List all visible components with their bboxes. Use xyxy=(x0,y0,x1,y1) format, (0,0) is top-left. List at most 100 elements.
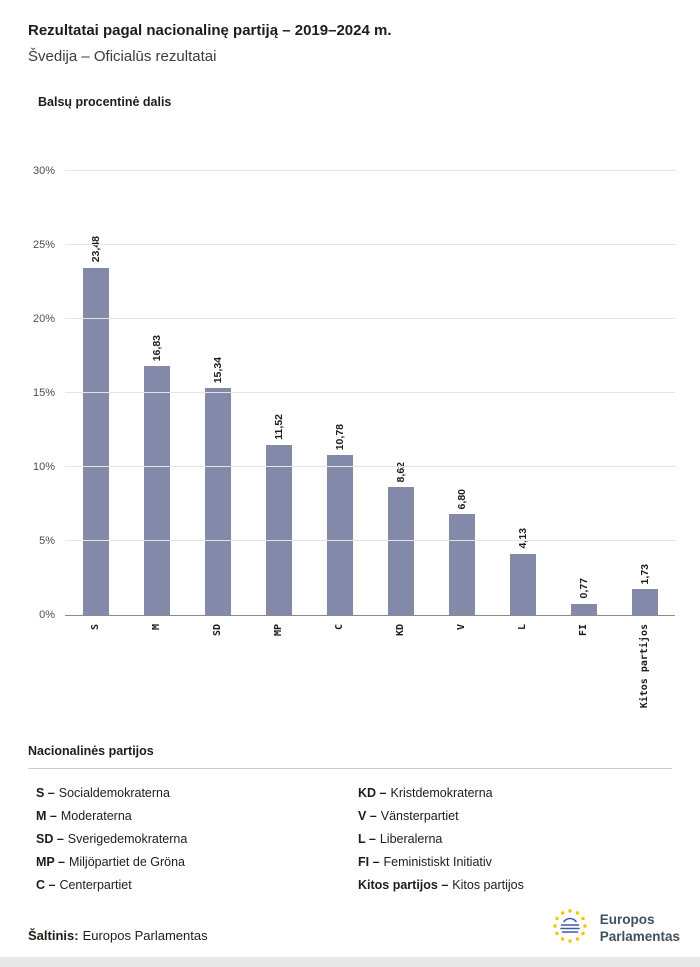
x-tick: SD xyxy=(187,624,248,736)
bar-value-label: 1,73 xyxy=(638,563,651,585)
x-tick-label: V xyxy=(456,624,467,631)
y-tick-label: 15% xyxy=(32,387,55,399)
bar-column: 15,34 xyxy=(187,171,248,615)
gridline xyxy=(65,244,675,245)
bar[interactable] xyxy=(143,365,170,615)
source-line: Šaltinis: Europos Parlamentas xyxy=(28,928,208,943)
bar-value-label: 4,13 xyxy=(516,528,529,549)
y-tick-label: 10% xyxy=(32,461,55,474)
bar[interactable] xyxy=(509,553,536,615)
legend-item: KD – Kristdemokraterna xyxy=(358,782,672,805)
ep-logo-line1: Europos xyxy=(599,912,655,928)
european-parliament-logo: Europos Parlamentas xyxy=(548,906,680,951)
x-tick-label: M xyxy=(151,624,162,631)
source-value: Europos Parlamentas xyxy=(82,928,208,943)
bar-value-label: 16,83 xyxy=(150,334,163,361)
bar[interactable] xyxy=(204,387,231,615)
x-tick: KD xyxy=(370,624,431,736)
gridline xyxy=(65,318,675,320)
legend-abbr: FI – xyxy=(358,855,380,869)
legend-abbr: SD – xyxy=(36,832,64,846)
x-tick: C xyxy=(309,624,370,736)
y-tick-label: 5% xyxy=(39,535,55,548)
bar[interactable] xyxy=(265,444,292,615)
legend-abbr: M – xyxy=(36,809,57,823)
legend-columns: S – Socialdemokraterna M – Moderaterna SD – S… xyxy=(28,782,672,897)
legend-col-1: S – Socialdemokraterna M – Moderaterna SD – S… xyxy=(28,782,350,897)
y-tick-label: 0% xyxy=(39,609,55,621)
bar-column: 4,13 xyxy=(492,171,553,615)
legend-item: V – Vänsterpartiet xyxy=(358,805,672,828)
x-tick-label: FI xyxy=(578,624,589,637)
bar-column: 0,77 xyxy=(553,171,614,615)
legend-name: Centerpartiet xyxy=(59,878,132,892)
x-tick: Kitos partijos xyxy=(614,624,675,736)
x-tick-label: L xyxy=(517,624,528,631)
x-tick-label: KD xyxy=(395,624,406,637)
chart-title: Balsų procentinė dalis xyxy=(38,95,172,109)
bar[interactable] xyxy=(631,589,658,615)
plot-area: 23,48 16,83 15,34 11,52 10,78 8,62 6,80 4,13 0,7… xyxy=(33,165,675,621)
bar[interactable] xyxy=(570,603,597,615)
header: Rezultatai pagal nacionalinę partiją – 2… xyxy=(0,0,700,65)
legend-item: Kitos partijos – Kitos partijos xyxy=(358,874,672,897)
legend-item: L – Liberalerna xyxy=(358,828,672,851)
legend-name: Feministiskt Initiativ xyxy=(383,855,492,869)
legend-divider xyxy=(28,768,672,769)
bar-column: 6,80 xyxy=(431,171,492,615)
bar-column: 23,48 xyxy=(65,171,126,615)
legend-abbr: C – xyxy=(36,878,56,892)
legend-item: MP – Miljöpartiet de Gröna xyxy=(36,851,350,874)
legend-item: FI – Feministiskt Initiativ xyxy=(358,851,672,874)
bar-column: 1,73 xyxy=(614,171,675,615)
bar-column: 11,52 xyxy=(248,171,309,615)
x-tick-label: C xyxy=(334,624,345,631)
y-tick-label: 20% xyxy=(32,313,55,326)
bar-value-label: 11,52 xyxy=(272,413,285,440)
bar-value-label: 0,77 xyxy=(577,578,590,599)
x-tick: V xyxy=(431,624,492,736)
ep-logo-text: Europos Parlamentas xyxy=(600,912,680,944)
legend-name: Vänsterpartiet xyxy=(380,809,459,823)
ep-logo-line2: Parlamentas xyxy=(599,928,680,944)
legend-name: Moderaterna xyxy=(60,809,132,823)
legend-item: S – Socialdemokraterna xyxy=(36,782,350,805)
x-tick-label: MP xyxy=(273,624,284,637)
x-tick-label: S xyxy=(90,624,101,631)
gridline xyxy=(65,540,675,542)
legend-item: SD – Sverigedemokraterna xyxy=(36,828,350,851)
x-tick: FI xyxy=(553,624,614,736)
x-tick: S xyxy=(65,624,126,736)
gridline xyxy=(65,170,675,171)
x-tick: MP xyxy=(248,624,309,736)
bar-column: 10,78 xyxy=(309,171,370,615)
legend-abbr: Kitos partijos – xyxy=(358,878,449,892)
legend-abbr: V – xyxy=(358,809,377,823)
x-tick: L xyxy=(492,624,553,736)
eu-stars-icon xyxy=(548,906,592,951)
legend-name: Sverigedemokraterna xyxy=(67,832,188,846)
legend-abbr: L – xyxy=(358,832,376,846)
legend-section: Nacionalinės partijos S – Socialdemokrate… xyxy=(28,744,672,897)
bar-value-label: 10,78 xyxy=(333,424,346,451)
xaxis-row: S M SD MP C KD V L FI Kitos partijos xyxy=(65,624,675,736)
bar-value-label: 15,34 xyxy=(211,356,224,383)
bar-chart: 23,48 16,83 15,34 11,52 10,78 8,62 6,80 4,13 0,7… xyxy=(33,165,675,736)
bar[interactable] xyxy=(448,514,475,615)
legend-abbr: KD – xyxy=(358,786,387,800)
legend-name: Liberalerna xyxy=(379,832,443,846)
legend-abbr: S – xyxy=(36,786,55,800)
bar[interactable] xyxy=(326,455,353,615)
page-title: Rezultatai pagal nacionalinę partiją – 2… xyxy=(28,22,392,39)
bar-column: 16,83 xyxy=(126,171,187,615)
bar-value-label: 6,80 xyxy=(455,488,468,510)
x-tick-label: Kitos partijos xyxy=(639,624,650,709)
legend-name: Miljöpartiet de Gröna xyxy=(68,855,185,869)
bar[interactable] xyxy=(82,267,109,615)
x-tick: M xyxy=(126,624,187,736)
legend-item: C – Centerpartiet xyxy=(36,874,350,897)
legend-col-2: KD – Kristdemokraterna V – Vänsterpartiet L … xyxy=(350,782,672,897)
y-tick-label: 25% xyxy=(32,239,55,251)
bar[interactable] xyxy=(387,487,414,615)
legend-item: M – Moderaterna xyxy=(36,805,350,828)
